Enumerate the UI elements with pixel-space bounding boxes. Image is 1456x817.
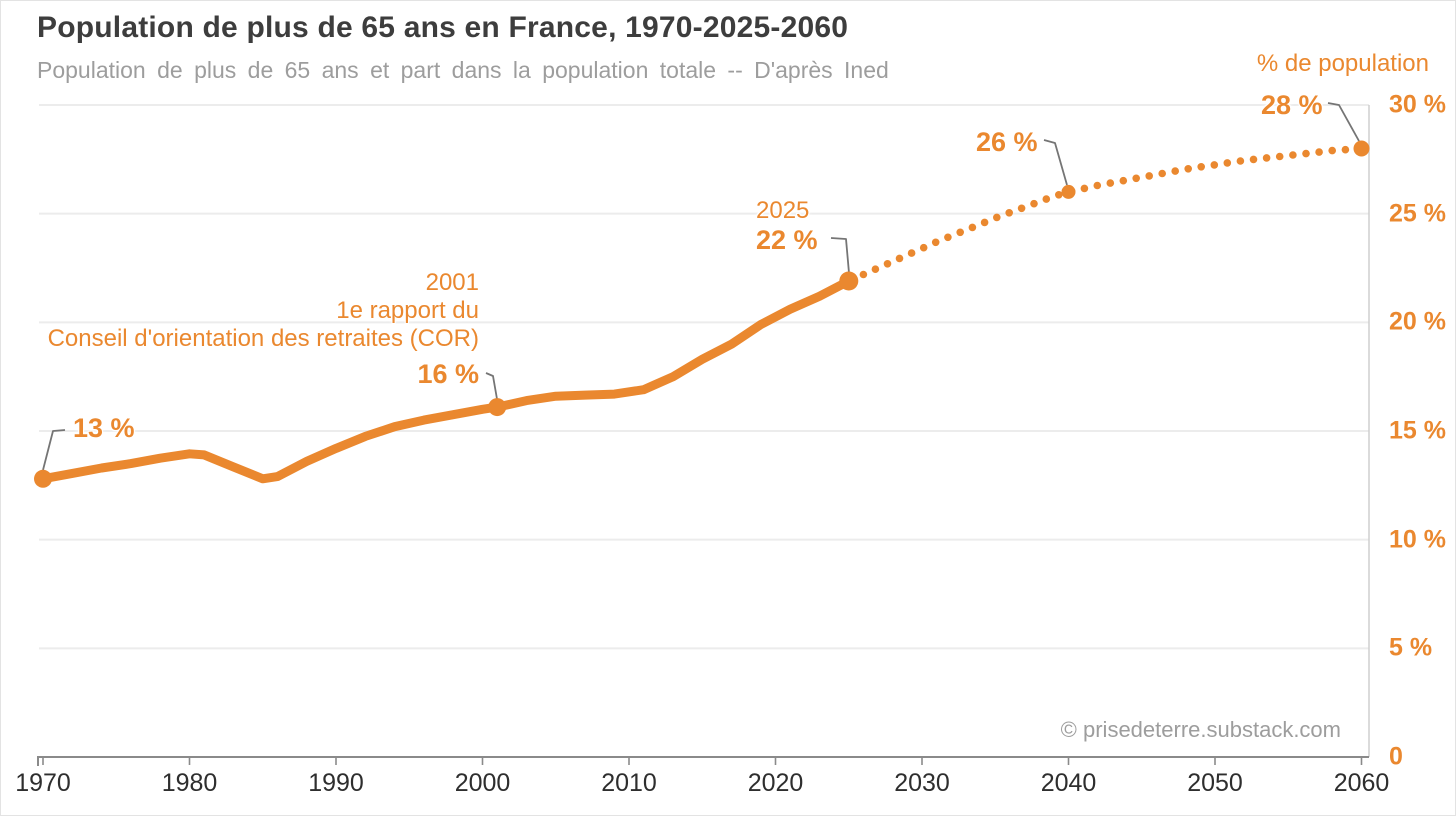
x-tick-label-2010: 2010: [601, 769, 657, 797]
projection-dot: [1210, 161, 1219, 169]
projection-dot: [931, 238, 940, 247]
projection-dot: [871, 265, 880, 274]
annotation-note-2001-line3: Conseil d'orientation des retraites (COR…: [47, 325, 479, 352]
projection-dot: [944, 233, 952, 242]
y-tick-label-0: 0: [1389, 742, 1403, 771]
x-tick-label-1990: 1990: [308, 769, 364, 797]
projection-dot: [907, 249, 916, 257]
projection-dot: [1341, 145, 1350, 154]
annotation-value-2001: 16 %: [417, 359, 479, 389]
projection-dot: [1184, 165, 1192, 173]
projection-dot: [1093, 181, 1102, 190]
projection-dot: [1119, 176, 1128, 185]
y-tick-label-25: 25 %: [1389, 199, 1446, 228]
leader-line-1970: [42, 429, 66, 471]
projection-dot: [919, 243, 928, 252]
y-tick-label-5: 5 %: [1389, 633, 1433, 662]
leader-line-2060: [1327, 102, 1360, 142]
projection-dot: [883, 260, 892, 268]
projection-dot: [1042, 195, 1051, 203]
x-tick-label-2050: 2050: [1187, 769, 1243, 797]
projection-dot: [1158, 169, 1166, 178]
projection-dot: [1055, 191, 1063, 199]
watermark-credit: © prisedeterre.substack.com: [1060, 717, 1341, 742]
y-tick-label-15: 15 %: [1389, 416, 1446, 445]
leader-line-2040: [1043, 139, 1068, 186]
data-point-marker-2040: [1061, 184, 1076, 199]
projection-dotted-line: [859, 145, 1350, 279]
projection-dot: [1236, 157, 1245, 165]
observed-line: [38, 276, 854, 484]
projection-dot: [1132, 174, 1140, 183]
annotation-value-2060: 28 %: [1261, 90, 1323, 120]
projection-dot: [1171, 167, 1179, 175]
annotation-value-2040: 26 %: [976, 127, 1038, 157]
data-point-marker-2060: [1353, 140, 1370, 157]
data-point-marker-1970: [34, 469, 52, 488]
annotation-note-2001-line1: 2001: [425, 269, 479, 296]
y-tick-label-20: 20 %: [1389, 307, 1446, 336]
x-tick-label-1970: 1970: [15, 769, 71, 797]
projection-dot: [1249, 155, 1258, 164]
projection-dot: [1197, 163, 1205, 171]
y-tick-label-30: 30 %: [1389, 90, 1446, 119]
projection-dot: [1275, 152, 1284, 161]
projection-dot: [1106, 179, 1115, 187]
annotation-note-2025-line1: 2025: [756, 197, 810, 224]
right-axis-title: % de population: [1256, 50, 1429, 77]
x-tick-label-2020: 2020: [747, 769, 804, 797]
projection-dot: [1315, 148, 1323, 156]
annotation-note-2001-line2: 1e rapport du: [336, 297, 479, 324]
annotation-value-2025: 22 %: [756, 225, 818, 255]
projection-dot: [993, 213, 1001, 222]
projection-dot: [1328, 146, 1336, 155]
projection-dot: [968, 223, 977, 232]
projection-dot: [895, 254, 904, 263]
projection-dot: [956, 228, 964, 237]
projection-dot: [1030, 199, 1038, 208]
projection-dot: [980, 218, 989, 227]
projection-dot: [1080, 184, 1089, 193]
projection-dot: [1017, 204, 1026, 213]
projection-dot: [1005, 209, 1013, 217]
projection-dot: [1223, 159, 1232, 167]
projection-dot: [1302, 149, 1310, 158]
projection-dot: [1289, 151, 1297, 159]
x-tick-label-2030: 2030: [894, 769, 950, 797]
annotation-value-1970: 13 %: [73, 413, 135, 443]
x-tick-label-1980: 1980: [161, 769, 218, 797]
x-tick-label-2040: 2040: [1040, 769, 1097, 797]
x-tick-label-2000: 2000: [454, 769, 511, 797]
data-point-marker-2025: [839, 271, 859, 291]
projection-dot: [1145, 172, 1153, 180]
y-tick-label-10: 10 %: [1389, 525, 1446, 554]
leader-line-2001: [485, 372, 498, 400]
projection-dot: [1262, 154, 1271, 162]
leader-line-2025: [830, 237, 850, 274]
chart-subtitle: Population de plus de 65 ans et part dan…: [37, 57, 889, 83]
x-tick-label-2060: 2060: [1333, 769, 1390, 797]
projection-dot: [859, 270, 868, 279]
chart-title: Population de plus de 65 ans en France, …: [37, 11, 849, 44]
data-point-marker-2001: [488, 398, 507, 417]
